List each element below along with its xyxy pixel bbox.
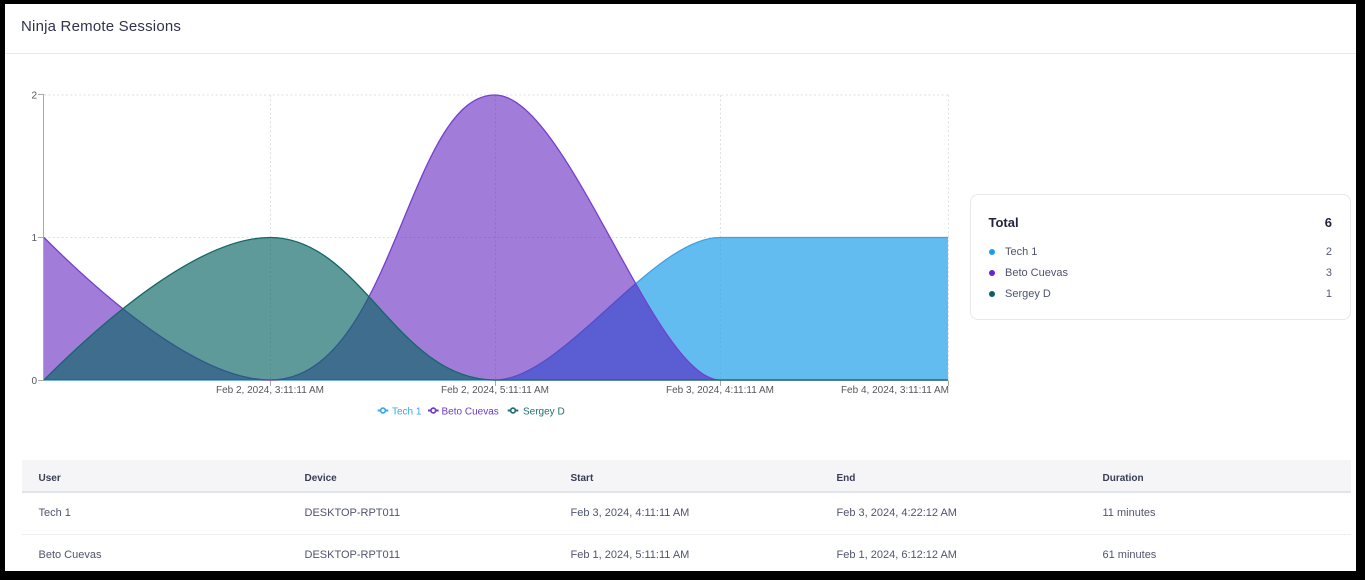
svg-text:Tech 1: Tech 1 bbox=[392, 407, 422, 418]
svg-text:1: 1 bbox=[31, 233, 37, 244]
svg-text:Feb 2, 2024, 3:11:11 AM: Feb 2, 2024, 3:11:11 AM bbox=[216, 385, 324, 396]
svg-text:0: 0 bbox=[31, 376, 37, 387]
svg-text:Sergey D: Sergey D bbox=[523, 407, 565, 418]
svg-text:Feb 4, 2024, 3:11:11 AM: Feb 4, 2024, 3:11:11 AM bbox=[841, 385, 949, 396]
svg-text:Feb 2, 2024, 5:11:11 AM: Feb 2, 2024, 5:11:11 AM bbox=[441, 385, 549, 396]
svg-text:2: 2 bbox=[31, 91, 37, 102]
svg-text:Beto Cuevas: Beto Cuevas bbox=[442, 407, 499, 418]
svg-text:Feb 3, 2024, 4:11:11 AM: Feb 3, 2024, 4:11:11 AM bbox=[666, 385, 774, 396]
